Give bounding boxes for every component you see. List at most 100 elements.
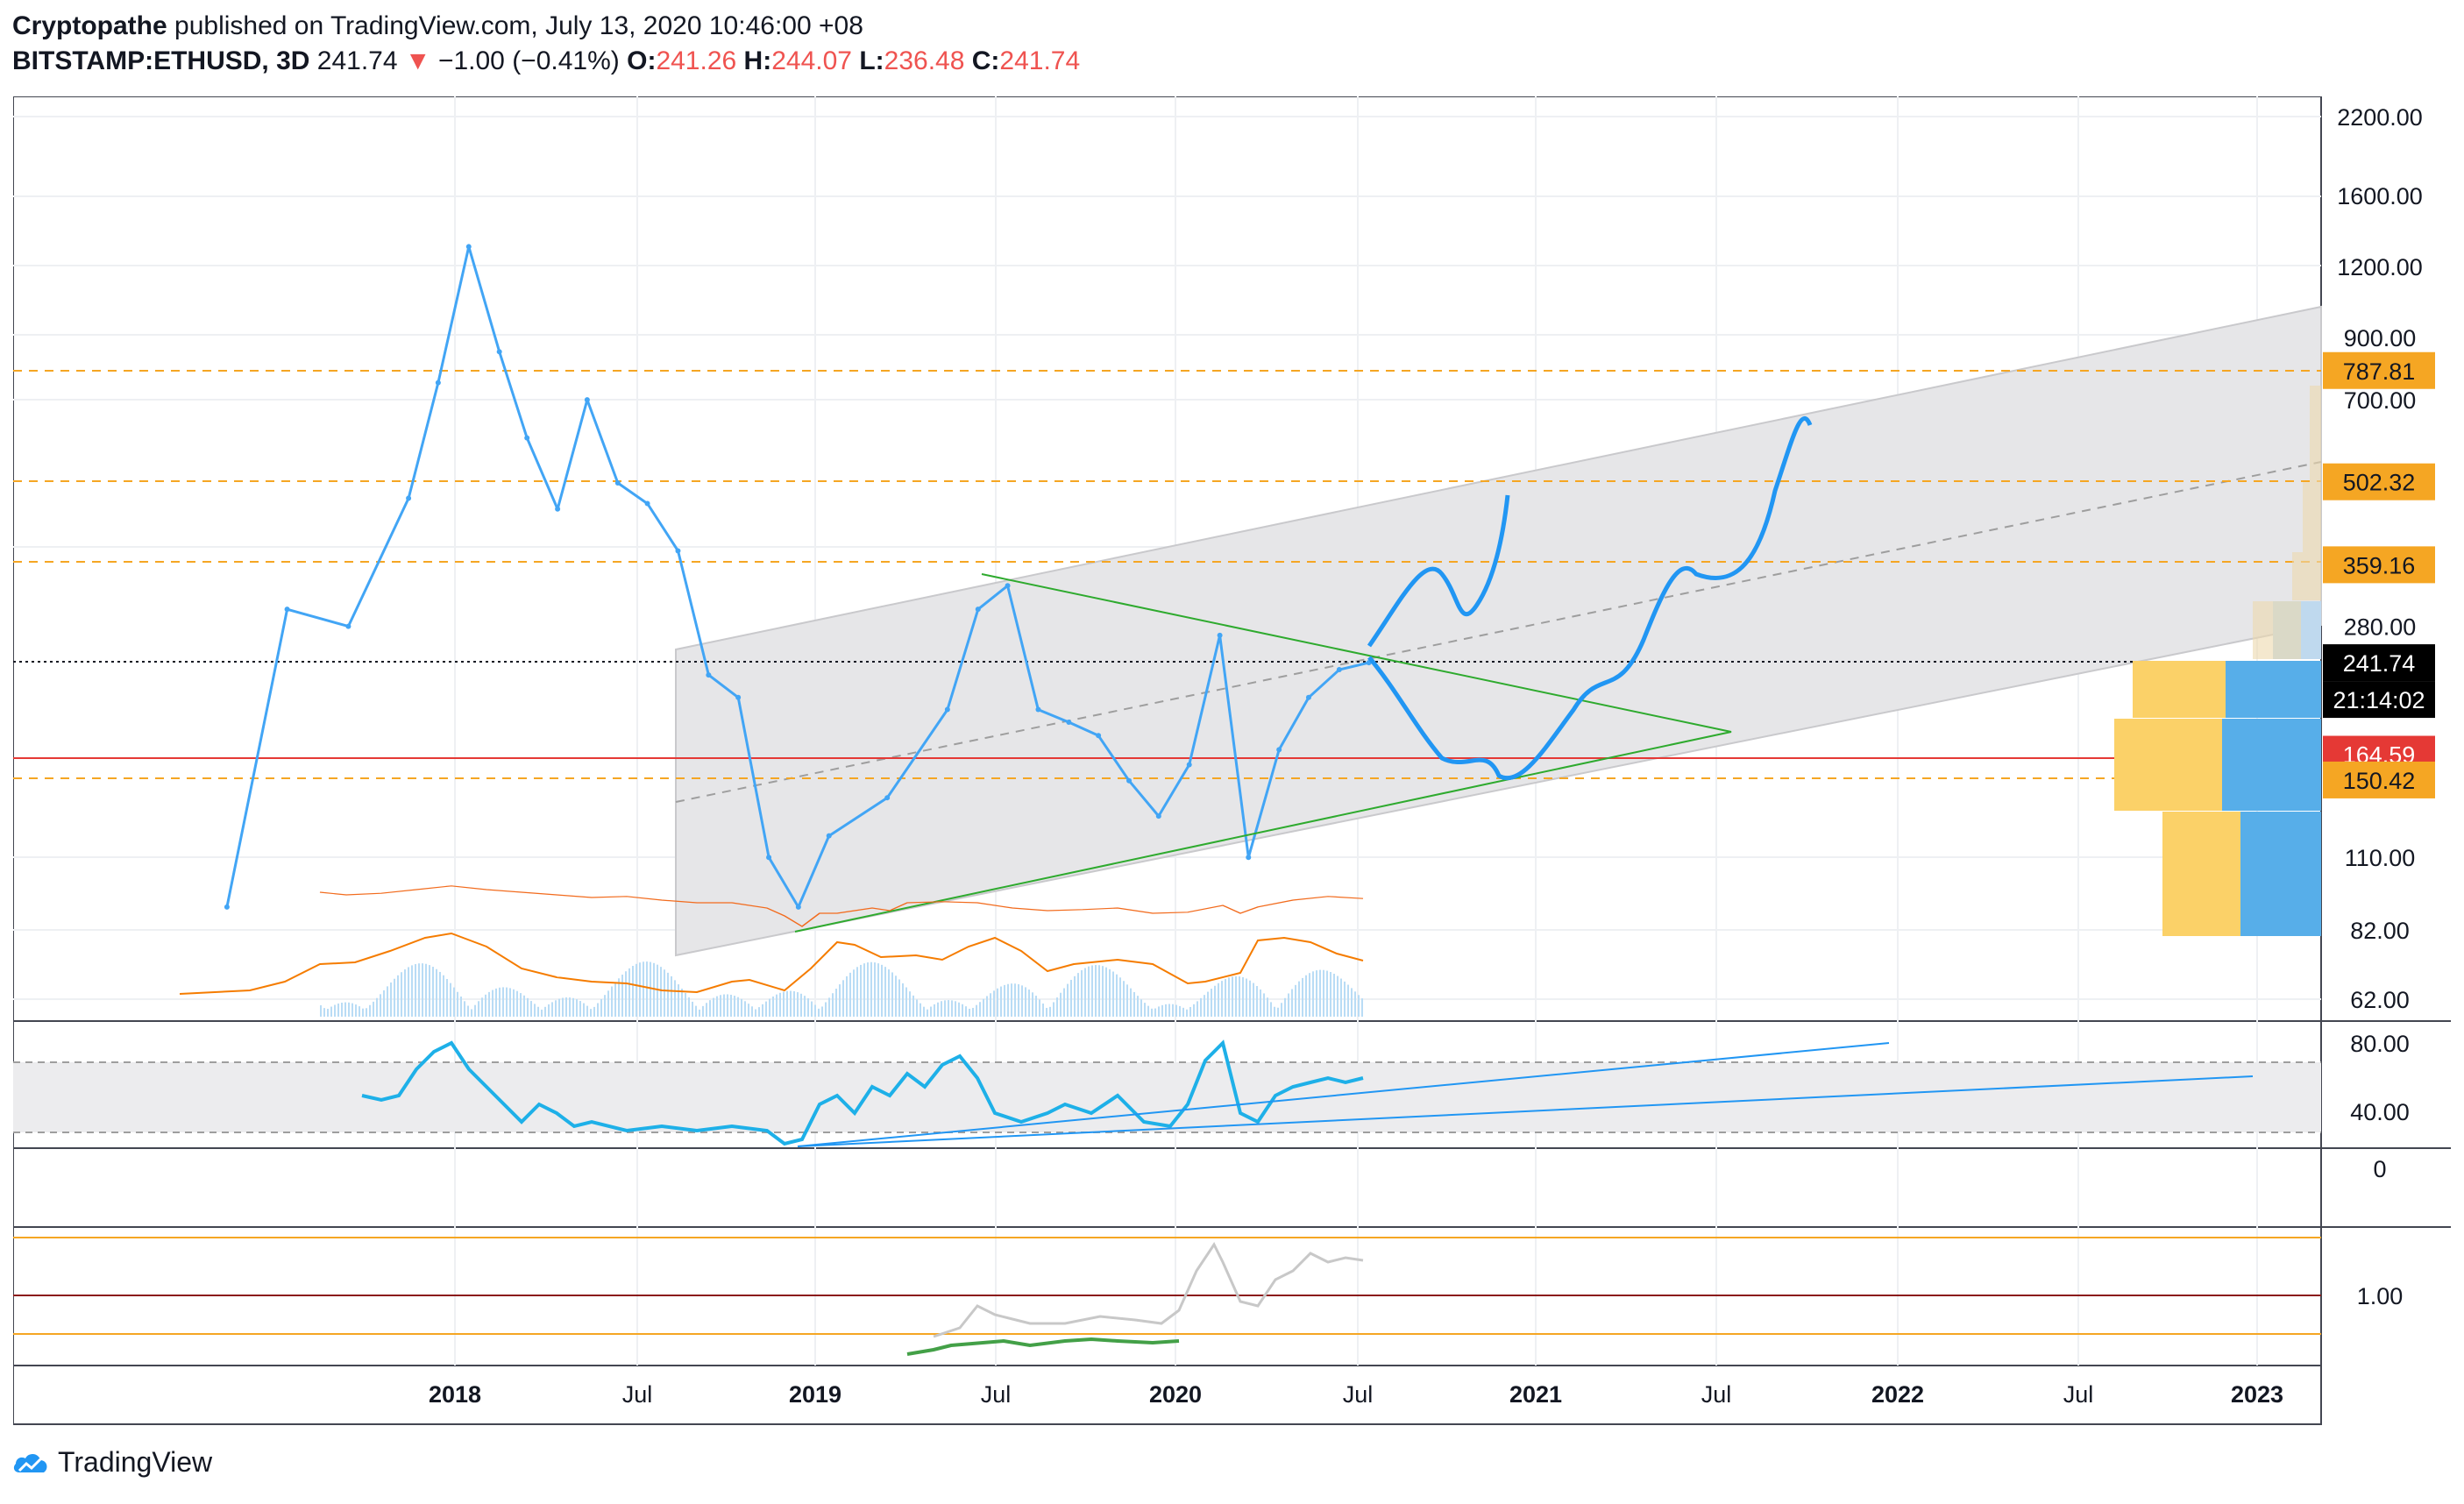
price-tick-label: 280.00	[2344, 614, 2417, 641]
tradingview-logo[interactable]: TradingView	[12, 1446, 212, 1479]
volume-bar	[527, 997, 529, 1017]
volume-bar	[1172, 1004, 1174, 1017]
price-point	[675, 548, 681, 554]
volume-bar	[832, 993, 834, 1017]
volume-bar	[727, 994, 728, 1017]
volume-bar	[958, 1002, 960, 1017]
volume-bar	[758, 1007, 760, 1017]
volume-bar	[779, 992, 781, 1017]
volume-bar	[762, 1004, 763, 1017]
volume-bar	[674, 980, 676, 1017]
volume-bar	[653, 962, 655, 1017]
volume-bar	[1211, 989, 1212, 1017]
volume-bar	[1046, 1007, 1047, 1017]
volume-bar	[1354, 991, 1356, 1017]
volume-bar	[1267, 997, 1268, 1017]
bottom-indicator-series[interactable]	[933, 1242, 1364, 1338]
symbol-name[interactable]: BITSTAMP:ETHUSD, 3D	[12, 46, 310, 75]
price-tick-label: 82.00	[2350, 918, 2410, 944]
volume-bar	[1161, 1004, 1163, 1017]
volume-bar	[495, 988, 497, 1017]
volume-bar	[1105, 967, 1107, 1017]
price-point	[644, 500, 650, 507]
volume-bar	[688, 997, 690, 1017]
volume-bar	[436, 968, 437, 1017]
price-point	[766, 855, 772, 861]
projection-bull-short[interactable]	[1367, 494, 1510, 648]
volume-bar	[1109, 968, 1111, 1017]
volume-bar	[720, 995, 721, 1017]
volume-bar	[1119, 977, 1121, 1017]
volume-bar	[1309, 973, 1310, 1017]
price-point	[735, 694, 742, 700]
volume-bar	[1021, 985, 1023, 1017]
chart-svg[interactable]: 2200.00 1600.00 1200.00 900.00 700.00 280.00 1…	[12, 96, 2451, 1429]
volume-bar	[614, 982, 616, 1017]
price-point	[706, 672, 712, 678]
price-axis-ticks[interactable]: 2200.00 1600.00 1200.00 900.00 700.00 280.00 1…	[2337, 104, 2423, 1013]
open-label: O:	[627, 46, 657, 75]
projection-bull-long[interactable]	[1367, 416, 1813, 780]
volume-bar	[863, 963, 865, 1017]
volume-bar	[997, 988, 998, 1017]
volume-bar	[460, 997, 462, 1017]
volume-bar	[576, 999, 578, 1017]
volume-bar	[955, 1001, 956, 1017]
volume-bar	[934, 1004, 935, 1017]
volume-bar	[457, 991, 458, 1017]
volume-bar	[1242, 976, 1244, 1017]
time-tick-label: 2020	[1149, 1381, 1202, 1408]
volume-bar	[492, 990, 494, 1017]
price-label-box	[2323, 351, 2435, 389]
volume-bar	[1347, 984, 1349, 1017]
volume-bar	[341, 1002, 343, 1017]
price-series[interactable]	[225, 245, 1369, 909]
volume-bar	[351, 1003, 353, 1017]
volume-bar	[422, 963, 423, 1017]
author-name[interactable]: Cryptopathe	[12, 11, 167, 40]
volume-bar	[1018, 983, 1019, 1017]
volume-bar	[856, 967, 858, 1017]
volume-bar	[415, 963, 416, 1017]
volume-bar	[881, 964, 883, 1017]
open-value: 241.26	[656, 46, 737, 75]
close-value: 241.74	[999, 46, 1081, 75]
volume-bar	[506, 987, 508, 1017]
volume-bar	[520, 993, 522, 1017]
oscillator-series[interactable]	[319, 885, 1364, 927]
volume-bar	[1077, 973, 1079, 1017]
volume-bar	[776, 994, 778, 1017]
volume-bar	[1253, 983, 1254, 1017]
volume-bar	[976, 1004, 977, 1017]
volume-bar	[990, 993, 991, 1017]
time-axis-ticks[interactable]: 2018 Jul 2019 Jul 2020 Jul 2021 Jul 2022 Jul 2023	[429, 1381, 2283, 1408]
price-point	[1186, 762, 1192, 768]
rsi-series[interactable]	[361, 1039, 1364, 1146]
volume-bar	[1137, 996, 1139, 1017]
volume-bar	[1193, 1004, 1195, 1017]
volume-bar	[1158, 1006, 1160, 1017]
volume-bar	[1228, 977, 1230, 1017]
volume-bar	[320, 1004, 322, 1017]
price-tick-label: 1600.00	[2337, 183, 2423, 209]
volume-bar	[1028, 990, 1030, 1017]
chart-area[interactable]: 2200.00 1600.00 1200.00 900.00 700.00 280.00 1…	[12, 96, 2451, 1433]
rsi-trendline-2[interactable]	[797, 1075, 2254, 1147]
volume-bar	[895, 975, 897, 1017]
volume-bar	[1053, 1002, 1054, 1017]
volume-bar	[390, 982, 392, 1017]
volume-bar	[755, 1009, 756, 1017]
volume-bar	[1088, 966, 1090, 1017]
volume-bar	[1207, 991, 1209, 1017]
volume-bar	[1165, 1004, 1167, 1017]
rsi-trendline-1[interactable]	[797, 1042, 1890, 1147]
volume-bar	[650, 961, 651, 1017]
volume-bar	[1263, 993, 1265, 1017]
volume-bar	[870, 961, 872, 1017]
price-point	[224, 904, 230, 910]
time-tick-label: 2022	[1871, 1381, 1924, 1408]
volume-bar	[636, 963, 637, 1017]
price-label-text: 21:14:02	[2333, 687, 2425, 713]
volume-bar	[1204, 995, 1205, 1017]
triangle-pattern[interactable]	[794, 573, 1732, 933]
